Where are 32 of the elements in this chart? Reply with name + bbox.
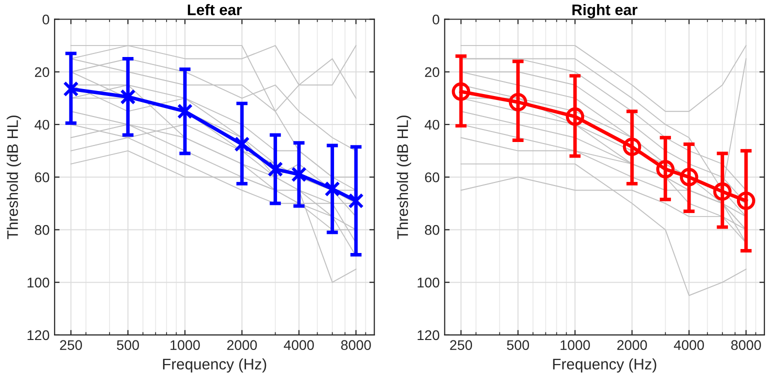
x-tick-label: 8000 <box>341 340 371 350</box>
x-tick-label: 500 <box>506 340 530 350</box>
chart-title: Right ear <box>572 4 638 18</box>
y-tick-label: 40 <box>34 120 50 130</box>
y-tick-label: 20 <box>34 67 50 78</box>
x-tick-label: 250 <box>60 340 82 350</box>
x-tick-label: 2000 <box>227 340 257 350</box>
x-axis-title: Frequency (Hz) <box>553 358 656 373</box>
y-tick-label: 60 <box>425 172 440 182</box>
y-tick-label: 40 <box>424 120 440 130</box>
x-tick-label: 1000 <box>170 340 200 350</box>
x-tick-label: 4000 <box>674 340 704 350</box>
y-tick-label: 0 <box>432 14 440 24</box>
y-tick-label: 100 <box>28 278 50 288</box>
y-tick-label: 100 <box>418 278 440 288</box>
y-tick-label: 80 <box>34 225 50 235</box>
y-tick-label: 0 <box>42 14 50 24</box>
y-tick-label: 120 <box>418 330 440 340</box>
x-tick-label: 4000 <box>284 340 314 350</box>
y-axis-title: Threshold (dB HL) <box>6 116 22 240</box>
y-axis-title: Threshold (dB HL) <box>396 116 412 240</box>
y-tick-label: 120 <box>28 330 50 340</box>
y-tick-label: 20 <box>425 67 440 78</box>
x-tick-label: 1000 <box>560 340 590 350</box>
x-tick-label: 250 <box>450 340 472 350</box>
x-tick-label: 8000 <box>731 340 761 350</box>
y-tick-label: 60 <box>34 172 50 182</box>
x-tick-label: 2000 <box>617 340 647 350</box>
y-tick-label: 80 <box>424 225 440 235</box>
chart-title: Left ear <box>188 4 242 16</box>
x-tick-label: 500 <box>116 340 139 350</box>
x-axis-title: Frequency (Hz) <box>163 358 266 373</box>
